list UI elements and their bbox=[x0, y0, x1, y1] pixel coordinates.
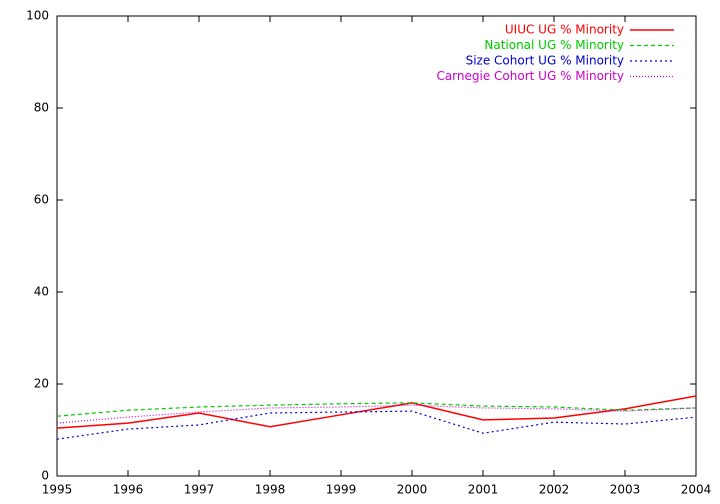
y-tick-label: 60 bbox=[34, 193, 49, 207]
x-tick-label: 2003 bbox=[610, 483, 641, 497]
series-line bbox=[56, 395, 697, 429]
series-line bbox=[56, 410, 697, 440]
x-tick-label: 1999 bbox=[326, 483, 357, 497]
x-tick-label: 1995 bbox=[42, 483, 73, 497]
series-line bbox=[56, 402, 697, 417]
x-tick-label: 2000 bbox=[397, 483, 428, 497]
y-tick-label: 80 bbox=[34, 101, 49, 115]
y-tick-label: 20 bbox=[34, 377, 49, 391]
legend-label: UIUC UG % Minority bbox=[505, 23, 624, 37]
series-line bbox=[56, 404, 697, 424]
legend-label: Size Cohort UG % Minority bbox=[466, 54, 624, 68]
y-tick-label: 0 bbox=[41, 469, 49, 483]
y-tick-label: 40 bbox=[34, 285, 49, 299]
legend-label: National UG % Minority bbox=[484, 38, 624, 52]
x-tick-label: 2002 bbox=[539, 483, 570, 497]
plot-border bbox=[56, 15, 697, 477]
x-tick-label: 1998 bbox=[255, 483, 286, 497]
x-tick-label: 1997 bbox=[184, 483, 215, 497]
x-tick-label: 1996 bbox=[113, 483, 144, 497]
y-tick-label: 100 bbox=[26, 9, 49, 23]
x-tick-label: 2001 bbox=[468, 483, 499, 497]
x-tick-label: 2004 bbox=[681, 483, 712, 497]
legend-label: Carnegie Cohort UG % Minority bbox=[436, 69, 624, 83]
